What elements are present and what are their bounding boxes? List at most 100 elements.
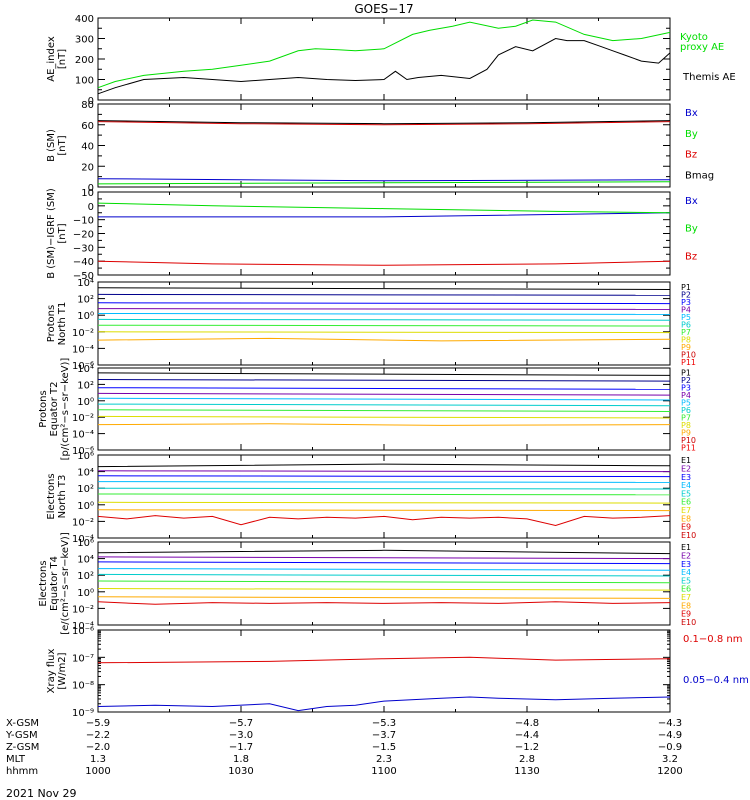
legend-label: E7 [681,506,691,515]
legend-label: E4 [681,568,691,577]
legend-label: P4 [681,305,691,314]
x-axis-value: −4.8 [515,718,539,729]
series-line-e1 [97,549,671,555]
x-axis-block: X-GSM −5.9 −5.7 −5.3 −4.8 −4.3 Y-GSM −2.2 −3.0 −3… [5,718,683,777]
legend-label: E8 [681,601,691,610]
y-tick-label: 100 [75,76,94,87]
y-axis-label: [W/m2] [57,652,68,689]
legend: 0.1−0.8 nm 0.05−0.4 nm [683,634,749,686]
series-line-by [97,202,671,214]
y-axis-label: [nT] [57,135,68,155]
series-line-e8 [97,509,671,512]
series-line-e2 [97,556,671,560]
y-tick-label: 10⁴ [77,468,94,479]
y-tick-label: 10² [77,380,94,391]
y-tick-label: 10 [81,188,94,199]
legend-label: P7 [681,413,691,422]
legend-label: Bz [685,150,697,161]
y-tick-label: 10⁻⁴ [72,621,94,632]
x-axis-value: −5.7 [229,718,253,729]
panel-frame [97,103,671,188]
series-line-p9 [97,423,671,426]
legend-label: By [685,224,698,235]
panel-7: 10⁻⁴ 10⁻² 10⁰ 10² 10⁴ 10⁶ Electrons Equator T4[… [38,532,696,635]
legend-label: 0.1−0.8 nm [683,634,742,645]
legend-label: proxy AE [680,42,724,53]
legend-label: P3 [681,298,691,307]
y-tick-label: 10⁰ [77,501,94,512]
series-line-p1 [97,372,671,376]
y-tick-label: 10⁴ [77,555,94,566]
y-tick-label: 10⁻⁶ [72,626,94,637]
y-axis-label: Electrons [46,473,57,519]
y-axis-label: [p/(cm²−s−sr−keV)] [60,358,71,461]
y-tick-label: 0 [88,183,94,194]
x-axis-value: −0.9 [658,742,682,753]
x-axis-value: 2.3 [376,754,392,765]
y-tick-label: 10² [77,571,94,582]
series-line-p4 [97,392,671,396]
series-line-p3 [97,302,671,305]
legend-label: P8 [681,336,691,345]
series-line-p6 [97,318,671,321]
series-line-bx [98,212,671,218]
x-axis-value: −4.9 [658,730,682,741]
legend-label: By [685,129,698,140]
y-tick-label: −30 [73,243,94,254]
legend-label: E3 [681,560,691,569]
legend-label: E8 [681,514,691,523]
series-line-p5 [97,397,671,401]
y-tick-label: 10⁻⁷ [72,653,94,664]
x-axis-value: −3.0 [229,730,253,741]
x-axis-value: 1.3 [90,754,106,765]
x-axis-value: −5.3 [372,718,396,729]
legend-label: E6 [681,498,691,507]
y-tick-label: 10⁻⁸ [72,681,94,692]
series-line-p9 [97,337,671,342]
y-axis-label: Equator T2 [49,382,60,437]
y-tick-label: −20 [73,230,94,241]
series-line-p4 [97,308,671,310]
y-axis-label: Protons [38,390,49,427]
legend-label: E2 [681,464,691,473]
y-tick-label: 400 [75,14,94,25]
y-tick-label: 10⁻⁴ [72,430,94,441]
y-tick-label: 0 [88,96,94,107]
legend-label: 0.05−0.4 nm [683,675,749,686]
legend-label: P3 [681,384,691,393]
y-tick-label: 10⁰ [77,397,94,408]
y-tick-label: 10⁶ [77,538,94,549]
legend-label: P11 [681,443,696,452]
series-line-p6 [97,403,671,407]
legend: Bx By Bz [685,196,698,262]
series-line-0-05-0-4-nm [97,696,671,712]
y-axis-label: [nT] [57,223,68,243]
legend-label: Themis AE [682,72,736,83]
y-tick-label: −10 [73,216,94,227]
panel-2: 0 20 40 60 80 B (SM) [nT] Bx By Bz Bmag [46,100,714,194]
legend-label: P10 [681,436,696,445]
x-axis-row-label: hhmm [6,766,38,777]
series-line-bz [97,260,671,266]
legend-label: P1 [681,369,691,378]
y-tick-label: 80 [81,100,94,111]
x-axis-value: −3.7 [372,730,396,741]
legend-label: P8 [681,421,691,430]
y-axis-label: Xray flux [46,649,57,694]
legend-label: E9 [681,610,691,619]
y-tick-label: −40 [73,257,94,268]
legend-label: Bx [685,196,698,207]
x-axis-value: 1000 [85,766,110,777]
series-line-p7 [97,324,671,327]
x-axis-row-label: MLT [6,754,26,765]
series-line-e6 [97,493,671,496]
x-axis-value: 3.2 [662,754,678,765]
